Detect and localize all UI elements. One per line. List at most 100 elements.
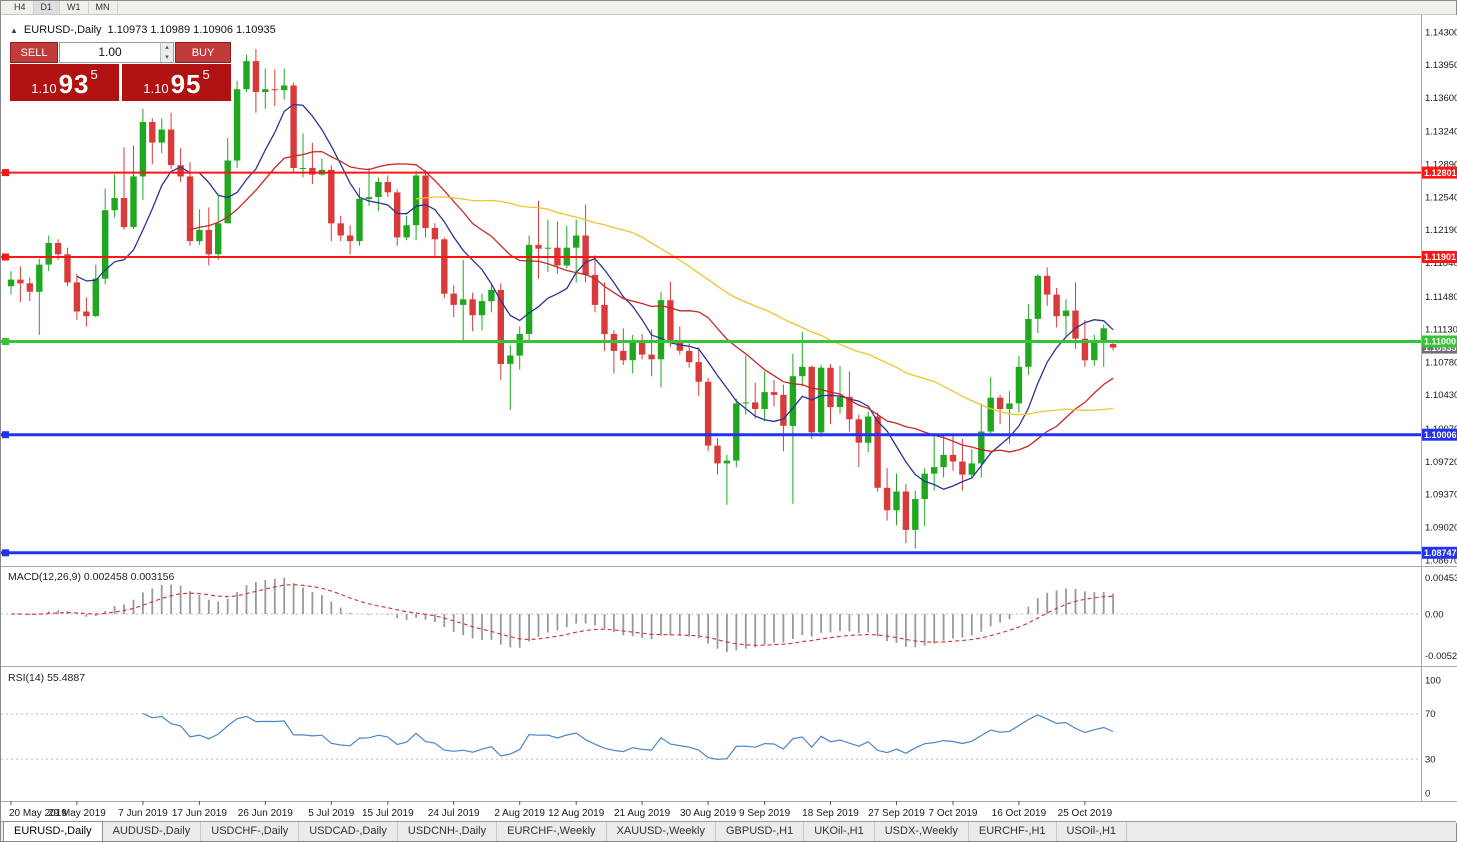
svg-text:1.11901: 1.11901 [1424, 252, 1456, 262]
timeframe-button-mn[interactable]: MN [89, 1, 118, 14]
timeframe-toolbar: H4 D1 W1 MN [1, 1, 1456, 15]
chart-tab-ukoil-h1[interactable]: UKOil-,H1 [804, 822, 875, 841]
chart-tab-usdx-weekly[interactable]: USDX-,Weekly [875, 822, 969, 841]
svg-text:1.08670: 1.08670 [1425, 555, 1457, 566]
svg-text:1.10006: 1.10006 [1424, 430, 1457, 440]
svg-text:1.09020: 1.09020 [1425, 523, 1457, 534]
chart-tab-gbpusd-h1[interactable]: GBPUSD-,H1 [716, 822, 805, 841]
rsi-pane [1, 712, 1421, 761]
svg-text:1.12890: 1.12890 [1425, 160, 1457, 171]
svg-text:18 Sep 2019: 18 Sep 2019 [802, 808, 859, 819]
chart-tabs: EURUSD-,Daily AUDUSD-,Daily USDCHF-,Daily U… [1, 821, 1456, 841]
svg-text:30: 30 [1425, 754, 1436, 765]
svg-text:2 Aug 2019: 2 Aug 2019 [494, 808, 545, 819]
svg-text:5 Jul 2019: 5 Jul 2019 [308, 808, 355, 819]
macd-pane [1, 577, 1421, 653]
chart-background [1, 15, 1457, 823]
volume-up-arrow-icon[interactable]: ▴ [161, 43, 173, 53]
buy-price-pips: 95 [170, 69, 202, 99]
svg-text:-0.00520: -0.00520 [1425, 651, 1457, 662]
svg-text:1.13240: 1.13240 [1425, 127, 1457, 138]
svg-text:1.09370: 1.09370 [1425, 490, 1457, 501]
sell-button[interactable]: SELL [10, 42, 58, 63]
buy-price-base: 1.10 [143, 81, 169, 96]
chart-ohlc-header: ▲ EURUSD-,Daily 1.10973 1.10989 1.10906 … [10, 24, 276, 36]
svg-text:1.08747: 1.08747 [1424, 548, 1457, 558]
chart-symbol-period: EURUSD-,Daily [23, 24, 102, 36]
macd-indicator-label: MACD(12,26,9) 0.002458 0.003156 [8, 571, 175, 583]
trade-controls-row: SELL 1.00 ▴ ▾ BUY [10, 42, 231, 63]
volume-value[interactable]: 1.00 [98, 45, 122, 59]
sell-price-pips: 93 [58, 69, 90, 99]
svg-text:30 Aug 2019: 30 Aug 2019 [680, 808, 737, 819]
chart-tab-xauusd-weekly[interactable]: XAUUSD-,Weekly [607, 822, 716, 841]
timeframe-button-h4[interactable]: H4 [7, 1, 34, 14]
svg-text:27 Sep 2019: 27 Sep 2019 [868, 808, 925, 819]
svg-text:1.10935: 1.10935 [1424, 343, 1457, 353]
svg-text:0: 0 [1425, 788, 1430, 799]
chart-window: 1.14300 1.13950 1.13600 1.13240 1.12890 1.125… [1, 15, 1457, 823]
svg-text:29 May 2019: 29 May 2019 [48, 808, 106, 819]
svg-text:24 Jul 2019: 24 Jul 2019 [428, 808, 480, 819]
chart-tab-usdchf-daily[interactable]: USDCHF-,Daily [201, 822, 300, 841]
svg-text:1.13950: 1.13950 [1425, 60, 1457, 71]
svg-text:1.14300: 1.14300 [1425, 27, 1457, 38]
volume-down-arrow-icon[interactable]: ▾ [161, 52, 173, 62]
svg-text:100: 100 [1425, 675, 1441, 686]
timeframe-button-w1[interactable]: W1 [60, 1, 89, 14]
pane-separators [1, 566, 1457, 802]
chart-tab-usdcnh-daily[interactable]: USDCNH-,Daily [398, 822, 498, 841]
rsi-indicator-label: RSI(14) 55.4887 [8, 672, 86, 684]
one-click-trading-panel: SELL 1.00 ▴ ▾ BUY 1.10 93 5 1.10 [10, 42, 231, 101]
sell-price-base: 1.10 [31, 81, 57, 96]
price-tags: 1.10935 1.12801 1.11901 1.11000 1.10006 1.087… [1422, 166, 1457, 559]
buy-price-point: 5 [202, 67, 210, 82]
buy-button[interactable]: BUY [175, 42, 231, 63]
moving-average-lines [76, 103, 1114, 491]
svg-text:0.00: 0.00 [1425, 609, 1444, 620]
svg-text:1.13600: 1.13600 [1425, 93, 1457, 104]
svg-text:1.11000: 1.11000 [1424, 337, 1456, 347]
macd-scale-labels: 0.00453 0.00 -0.00520 [1425, 573, 1457, 662]
svg-text:1.12190: 1.12190 [1425, 225, 1457, 236]
svg-text:25 Oct 2019: 25 Oct 2019 [1058, 808, 1113, 819]
svg-text:26 Jun 2019: 26 Jun 2019 [238, 808, 293, 819]
chart-tab-eurchf-h1[interactable]: EURCHF-,H1 [969, 822, 1057, 841]
sell-price-point: 5 [90, 67, 98, 82]
svg-text:70: 70 [1425, 709, 1436, 720]
svg-text:21 Aug 2019: 21 Aug 2019 [614, 808, 671, 819]
chart-tab-usoil-h1[interactable]: USOil-,H1 [1057, 822, 1128, 841]
svg-text:7 Jun 2019: 7 Jun 2019 [118, 808, 168, 819]
svg-text:1.10430: 1.10430 [1425, 390, 1457, 401]
svg-text:1.11480: 1.11480 [1425, 292, 1457, 303]
chart-tab-eurchf-weekly[interactable]: EURCHF-,Weekly [497, 822, 607, 841]
collapse-panel-icon[interactable]: ▲ [10, 25, 18, 35]
svg-text:7 Oct 2019: 7 Oct 2019 [929, 808, 978, 819]
chart-tab-eurusd-daily[interactable]: EURUSD-,Daily [3, 821, 103, 841]
chart-ohlc-values: 1.10973 1.10989 1.10906 1.10935 [107, 24, 276, 36]
svg-text:16 Oct 2019: 16 Oct 2019 [992, 808, 1047, 819]
trade-prices-row: 1.10 93 5 1.10 95 5 [10, 64, 231, 101]
timeframe-button-d1[interactable]: D1 [33, 1, 61, 14]
svg-text:1.12801: 1.12801 [1424, 168, 1457, 178]
svg-text:9 Sep 2019: 9 Sep 2019 [739, 808, 791, 819]
svg-text:20 May 2019: 20 May 2019 [9, 808, 67, 819]
rsi-scale-labels: 100 70 30 0 [1425, 675, 1441, 799]
chart-tab-audusd-daily[interactable]: AUDUSD-,Daily [103, 822, 202, 841]
sell-price-display[interactable]: 1.10 93 5 [10, 64, 119, 101]
buy-price-display[interactable]: 1.10 95 5 [122, 64, 231, 101]
volume-input[interactable]: 1.00 ▴ ▾ [59, 42, 174, 63]
horizontal-price-lines[interactable] [1, 169, 1421, 557]
svg-text:1.12540: 1.12540 [1425, 192, 1457, 203]
svg-text:12 Aug 2019: 12 Aug 2019 [548, 808, 605, 819]
chart-tab-usdcad-daily[interactable]: USDCAD-,Daily [299, 822, 398, 841]
svg-text:1.10780: 1.10780 [1425, 357, 1457, 368]
svg-text:15 Jul 2019: 15 Jul 2019 [362, 808, 414, 819]
price-chart[interactable]: 1.14300 1.13950 1.13600 1.13240 1.12890 1.125… [1, 15, 1457, 823]
svg-text:0.00453: 0.00453 [1425, 573, 1457, 584]
svg-text:1.11840: 1.11840 [1425, 258, 1457, 269]
candles [7, 48, 1117, 549]
svg-text:1.11130: 1.11130 [1425, 325, 1457, 336]
svg-text:1.09720: 1.09720 [1425, 457, 1457, 468]
